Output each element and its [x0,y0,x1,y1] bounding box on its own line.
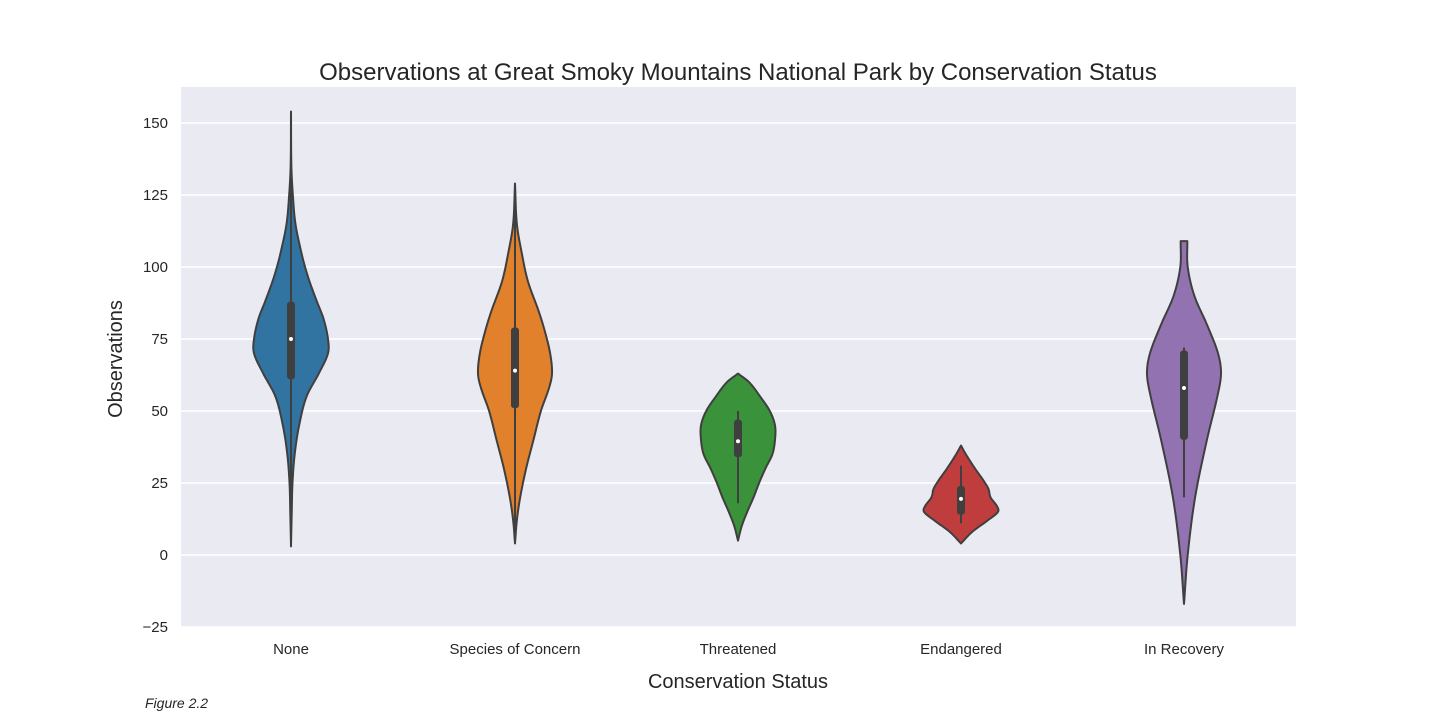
violin-none [252,110,330,548]
y-tick-label: 50 [151,403,168,420]
chart-title: Observations at Great Smoky Mountains Na… [319,59,1157,86]
y-tick-label: 125 [143,187,168,204]
y-axis-label: Observations [105,300,127,418]
violin-iqr-box [1180,350,1188,440]
violin-median [1182,385,1186,390]
y-tick-label: 25 [151,475,168,492]
violin-in-recovery [1145,240,1223,605]
violin-endangered [922,444,1000,545]
violin-median [289,337,293,341]
y-tick-label: 100 [143,259,168,276]
y-tick-label: −25 [143,619,168,636]
violins [252,110,1223,605]
x-tick-label: Species of Concern [450,641,581,658]
x-tick-label: Threatened [700,641,777,658]
violin-median [513,368,517,373]
y-tick-label: 75 [151,331,168,348]
violin-threatened [699,372,777,542]
y-tick-labels: −25 0 25 50 75 100 125 150 [143,115,168,636]
x-tick-labels: None Species of Concern Threatened Endanger… [273,641,1224,658]
violin-species-of-concern [476,182,554,545]
violin-iqr-box [734,419,742,458]
violin-iqr-box [511,327,519,409]
x-tick-label: In Recovery [1144,641,1225,658]
x-tick-label: Endangered [920,641,1002,658]
x-axis-label: Conservation Status [648,671,828,693]
violin-median [959,496,963,501]
figure-caption: Figure 2.2 [145,695,209,711]
plot-background [181,87,1296,627]
y-tick-label: 150 [143,115,168,132]
y-tick-label: 0 [160,547,168,564]
x-tick-label: None [273,641,309,658]
violin-median [736,439,740,444]
